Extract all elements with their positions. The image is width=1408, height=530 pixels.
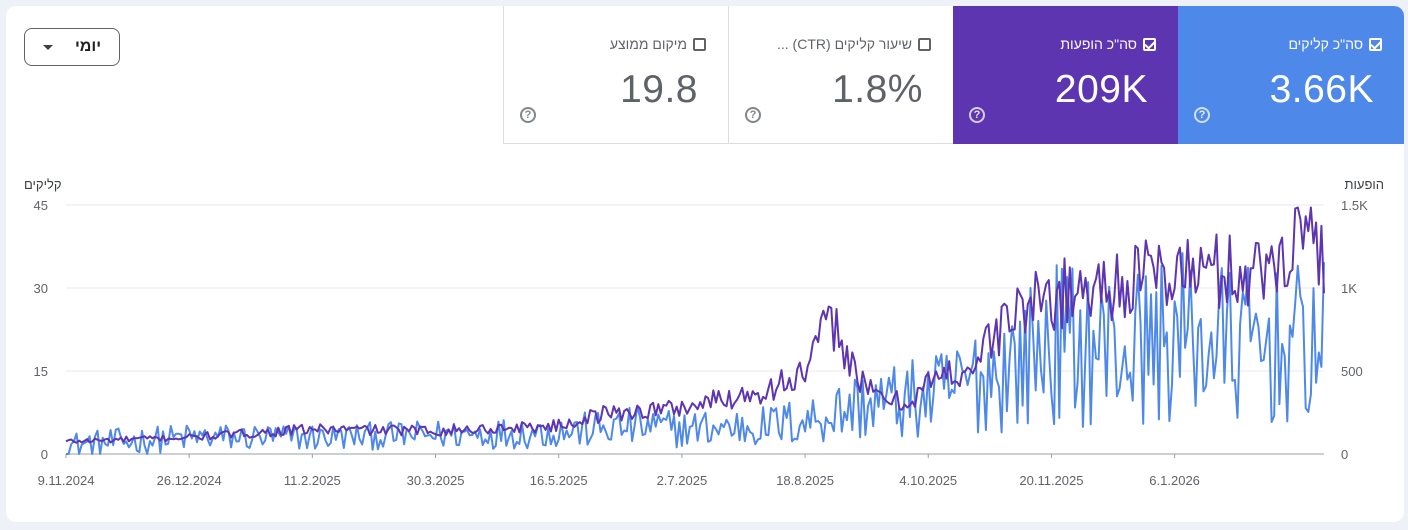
help-icon[interactable]: ? xyxy=(1194,107,1210,123)
impressions-series-line xyxy=(65,206,1325,444)
clicks-series-line xyxy=(66,252,1325,455)
x-tick-label: 18.8.2025 xyxy=(776,473,834,488)
ctr-checkbox[interactable] xyxy=(918,37,931,51)
x-tick-label: 4.10.2025 xyxy=(899,473,957,488)
metric-tile-ctr[interactable]: שיעור קליקים (CTR) ... 1.8% ? xyxy=(728,6,953,144)
position-label: מיקום ממוצע xyxy=(609,36,687,52)
period-dropdown-label: יומי xyxy=(74,38,102,55)
y-tick-label-left: 30 xyxy=(34,281,48,296)
x-tick-label: 11.2.2025 xyxy=(284,473,341,488)
x-tick-label: 2.7.2025 xyxy=(657,473,708,488)
right-axis-title: הופעות xyxy=(1345,177,1384,192)
position-value: 19.8 xyxy=(620,68,698,111)
metric-tile-total-clicks[interactable]: סה"כ קליקים 3.66K ? xyxy=(1178,6,1404,144)
caret-down-icon xyxy=(42,44,53,50)
y-tick-label-left: 15 xyxy=(34,364,48,379)
y-tick-label-left: 45 xyxy=(34,198,48,213)
impressions-label: סה"כ הופעות xyxy=(1060,36,1137,52)
clicks-checkbox[interactable] xyxy=(1369,37,1382,51)
period-dropdown[interactable]: יומי xyxy=(24,28,120,66)
help-icon[interactable]: ? xyxy=(520,107,536,123)
y-tick-label-right: 0 xyxy=(1341,447,1348,462)
x-tick-label: 30.3.2025 xyxy=(407,473,465,488)
help-icon[interactable]: ? xyxy=(969,107,985,123)
x-tick-label: 9.11.2024 xyxy=(38,473,95,488)
ctr-value: 1.8% xyxy=(832,68,923,111)
impressions-value: 209K xyxy=(1054,68,1148,111)
help-icon[interactable]: ? xyxy=(745,107,761,123)
y-tick-label-right: 1K xyxy=(1341,281,1357,296)
clicks-label: סה"כ קליקים xyxy=(1288,36,1363,52)
x-tick-label: 16.5.2025 xyxy=(530,473,588,488)
x-tick-label: 26.12.2024 xyxy=(157,473,222,488)
left-axis-title: קליקים xyxy=(24,177,62,192)
impressions-checkbox[interactable] xyxy=(1143,37,1156,51)
metric-tile-average-position[interactable]: מיקום ממוצע 19.8 ? xyxy=(503,6,728,144)
performance-chart: 45 1.5K 30 1K 15 500 0 0 קליקים הופעות 9.11.2024 26… xyxy=(24,177,1384,488)
y-tick-label-left: 0 xyxy=(41,447,48,462)
metric-tile-total-impressions[interactable]: סה"כ הופעות 209K ? xyxy=(953,6,1178,144)
position-checkbox[interactable] xyxy=(693,37,706,51)
y-tick-label-right: 500 xyxy=(1341,364,1363,379)
x-tick-label: 20.11.2025 xyxy=(1019,473,1083,488)
x-tick-label: 6.1.2026 xyxy=(1149,473,1200,488)
clicks-value: 3.66K xyxy=(1269,68,1374,111)
y-tick-label-right: 1.5K xyxy=(1341,198,1368,213)
performance-card: יומי מיקום ממוצע 19.8 ? שיעור קליקים (CT… xyxy=(6,6,1404,522)
ctr-label: שיעור קליקים (CTR) ... xyxy=(777,36,912,52)
